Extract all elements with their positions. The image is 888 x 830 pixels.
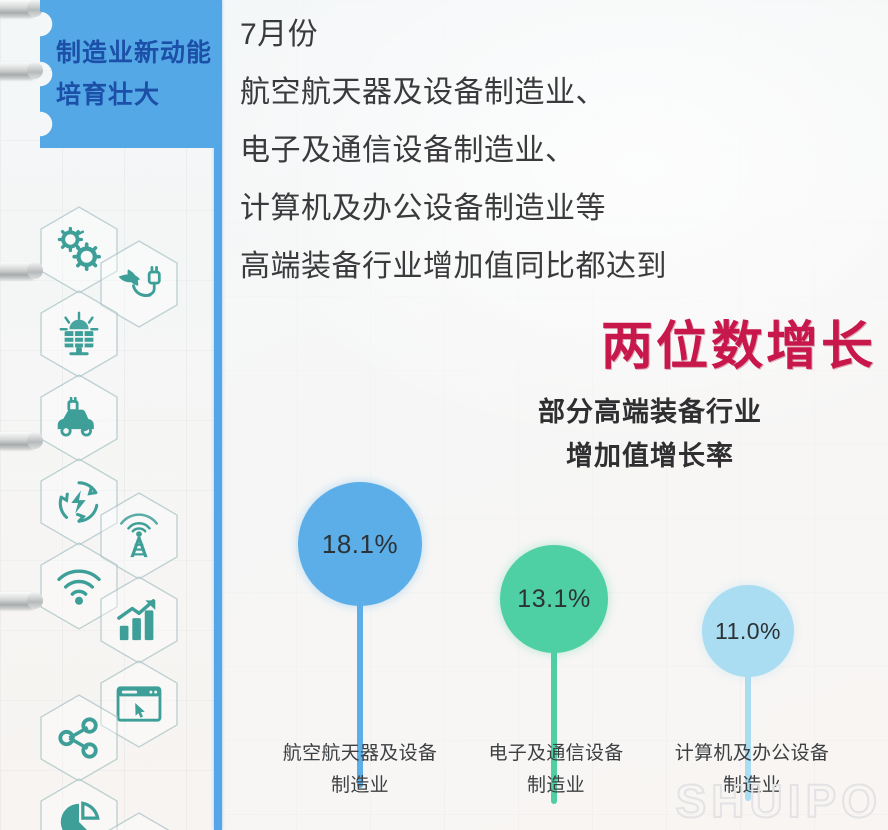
binder-ring [0,62,43,79]
wifi-icon [40,542,118,630]
chart-stem [745,673,751,801]
binder-ring [0,432,43,449]
badge-line-2: 培育壮大 [56,81,161,109]
chart-lollipop: 13.1% [500,545,608,804]
share-network-icon [40,694,118,782]
chart-value-label: 13.1% [517,584,591,613]
body-line-5: 高端装备行业增加值同比都达到 [240,250,667,283]
growth-bar-chart-icon [100,576,178,664]
chart-category-label-line: 制造业 [527,775,585,796]
chart-bubble: 11.0% [702,585,794,677]
badge-line-1: 制造业新动能 [56,39,213,67]
chart-lollipop: 18.1% [298,482,422,788]
chart-bubble: 13.1% [500,545,608,653]
chart-value-label: 11.0% [714,617,781,644]
vertical-blue-divider [214,0,222,830]
body-line-1: 7月份 [240,18,319,51]
chart-category-label-line: 航空航天器及设备 [282,743,438,764]
chart-bubble: 18.1% [298,482,422,606]
body-line-2: 航空航天器及设备制造业、 [240,76,606,109]
headline-emphasis: 两位数增长 [600,319,876,376]
chart-category-axis: 航空航天器及设备 制造业 电子及通信设备 制造业 计算机及办公设备 制造业 [222,738,888,826]
chart-title: 部分高端装备行业 增加值增长率 [490,390,810,478]
title-badge: 制造业新动能 培育壮大 [40,0,222,148]
chart-title-line-2: 增加值增长率 [566,441,734,471]
chart-category-label-line: 制造业 [331,775,389,796]
chart-category-label-line: 电子及通信设备 [488,743,624,764]
chart-category-label-line: 计算机及办公设备 [674,743,830,764]
binder-ring [0,592,43,609]
chart-value-label: 18.1% [321,528,399,559]
chart-category-label-line: 制造业 [723,775,781,796]
lollipop-chart: 部分高端装备行业 增加值增长率 18.1% 13.1% 11.0% 航空航天器及设备… [222,390,888,830]
body-line-3: 电子及通信设备制造业、 [240,134,576,167]
browser-window-icon [100,660,178,748]
binder-ring [0,262,43,279]
binder-ring [0,0,43,17]
body-line-4: 计算机及办公设备制造业等 [240,192,606,225]
body-text-block: 7月份 航空航天器及设备制造业、 电子及通信设备制造业、 计算机及办公设备制造业… [240,6,880,296]
chart-category-label: 计算机及办公设备 制造业 [650,738,854,802]
chart-stem [357,602,363,788]
chart-category-label: 电子及通信设备 制造业 [454,738,658,802]
chart-lollipop: 11.0% [702,585,794,801]
chart-title-line-1: 部分高端装备行业 [538,397,762,427]
main-content: 7月份 航空航天器及设备制造业、 电子及通信设备制造业、 计算机及办公设备制造业… [222,0,888,830]
chart-category-label: 航空航天器及设备 制造业 [258,738,462,802]
chart-stem [551,649,557,804]
